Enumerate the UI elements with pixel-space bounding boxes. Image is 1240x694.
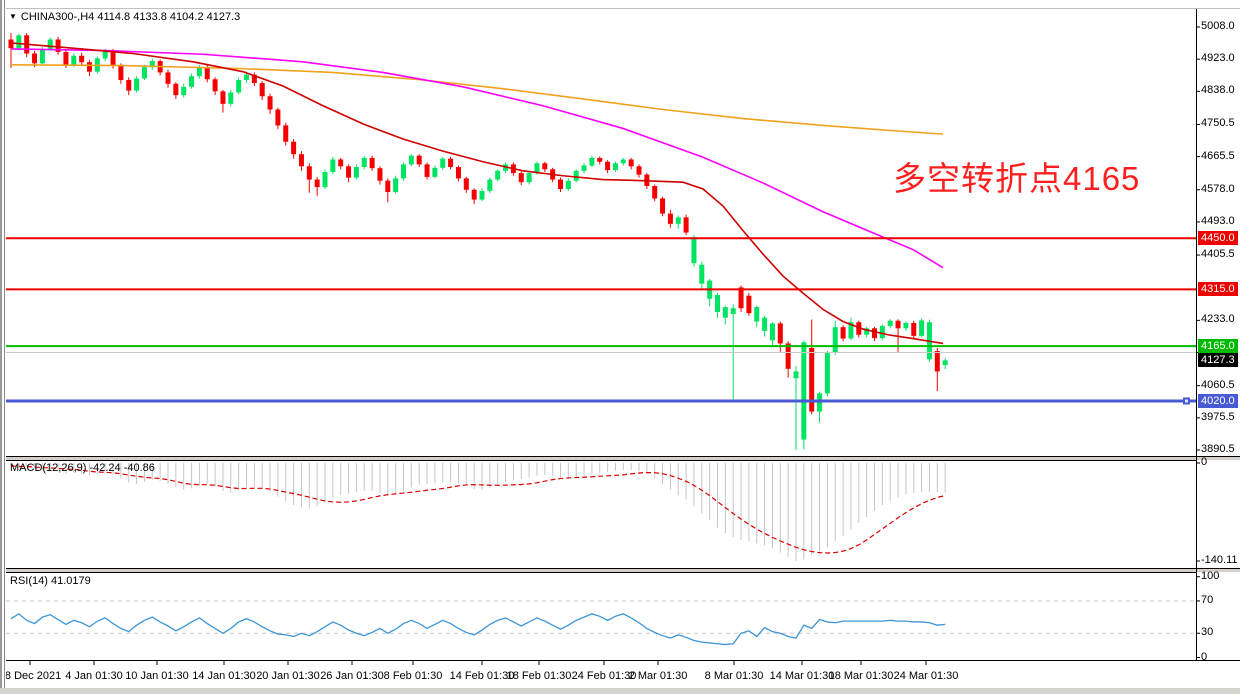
price-badge-4020.0: 4020.0 xyxy=(1198,393,1238,408)
time-label: 8 Mar 01:30 xyxy=(704,670,764,682)
price-label-4233.0: 4233.0 xyxy=(1201,313,1235,326)
price-label-4665.5: 4665.5 xyxy=(1201,149,1235,162)
rsi-panel[interactable] xyxy=(6,600,1196,646)
time-label: 14 Feb 01:30 xyxy=(449,670,515,682)
price-label-30: 30 xyxy=(1201,626,1214,639)
rsi-line xyxy=(10,613,946,646)
time-label: 26 Jan 01:30 xyxy=(320,670,384,682)
symbol-title: ▼ CHINA300-,H4 4114.8 4133.8 4104.2 4127.… xyxy=(9,11,240,23)
time-label: 24 Mar 01:30 xyxy=(893,670,959,682)
price-badge-4315.0: 4315.0 xyxy=(1198,282,1238,297)
time-label: 18 Mar 01:30 xyxy=(828,670,894,682)
price-label-0: 0 xyxy=(1201,650,1208,663)
price-label-4923.0: 4923.0 xyxy=(1201,52,1235,65)
ma-fast-darkred[interactable] xyxy=(10,42,944,345)
window-left-border xyxy=(0,0,6,694)
candlestick-panel[interactable] xyxy=(8,33,948,451)
time-label: 20 Jan 01:30 xyxy=(256,670,320,682)
price-label-4405.5: 4405.5 xyxy=(1201,248,1235,261)
price-label-4493.0: 4493.0 xyxy=(1201,214,1235,227)
price-label-4578.0: 4578.0 xyxy=(1201,182,1235,195)
ma-mid-magenta[interactable] xyxy=(10,48,944,269)
macd-signal-line xyxy=(10,465,946,554)
price-badge-4450.0: 4450.0 xyxy=(1198,231,1238,246)
price-label-4750.5: 4750.5 xyxy=(1201,117,1235,130)
candlesticks xyxy=(8,33,948,451)
price-badge-4165.0: 4165.0 xyxy=(1198,339,1238,354)
price-label-100: 100 xyxy=(1201,569,1220,582)
rsi-indicator-label: RSI(14) 41.0179 xyxy=(10,575,91,587)
price-label-3890.5: 3890.5 xyxy=(1201,442,1235,455)
symbol-ohlc-text: CHINA300-,H4 4114.8 4133.8 4104.2 4127.3 xyxy=(20,11,241,23)
time-label: 18 Feb 01:30 xyxy=(506,670,572,682)
time-label: 4 Jan 01:30 xyxy=(65,670,123,682)
time-label: 28 Dec 2021 xyxy=(0,670,62,682)
price-label--140.11: -140.11 xyxy=(1201,554,1238,566)
price-label-4060.5: 4060.5 xyxy=(1201,378,1235,391)
time-label: 2 Mar 01:30 xyxy=(628,670,688,682)
panel-separator-2[interactable] xyxy=(0,569,1240,572)
price-label-0: 0 xyxy=(1201,456,1208,468)
macd-indicator-label: MACD(12,26,9) -42.24 -40.86 xyxy=(10,462,155,474)
time-label: 24 Feb 01:30 xyxy=(571,670,637,682)
window-bottom-strip xyxy=(0,688,1240,694)
time-label: 14 Jan 01:30 xyxy=(192,670,256,682)
macd-panel[interactable] xyxy=(10,463,946,561)
time-label: 10 Jan 01:30 xyxy=(125,670,189,682)
time-label: 8 Feb 01:30 xyxy=(383,670,443,682)
price-label-3975.5: 3975.5 xyxy=(1201,410,1235,423)
time-label: 14 Mar 01:30 xyxy=(769,670,835,682)
price-label-5008.0: 5008.0 xyxy=(1201,20,1235,32)
annotation-text[interactable]: 多空转折点4165 xyxy=(893,160,1141,197)
price-label-70: 70 xyxy=(1201,593,1214,606)
ma-slow-orange[interactable] xyxy=(10,64,944,135)
panel-separator-1[interactable] xyxy=(0,457,1240,460)
symbol-dropdown-icon[interactable]: ▼ xyxy=(9,12,17,21)
price-label-4838.0: 4838.0 xyxy=(1201,84,1235,97)
price-badge-4127.3: 4127.3 xyxy=(1198,353,1238,368)
